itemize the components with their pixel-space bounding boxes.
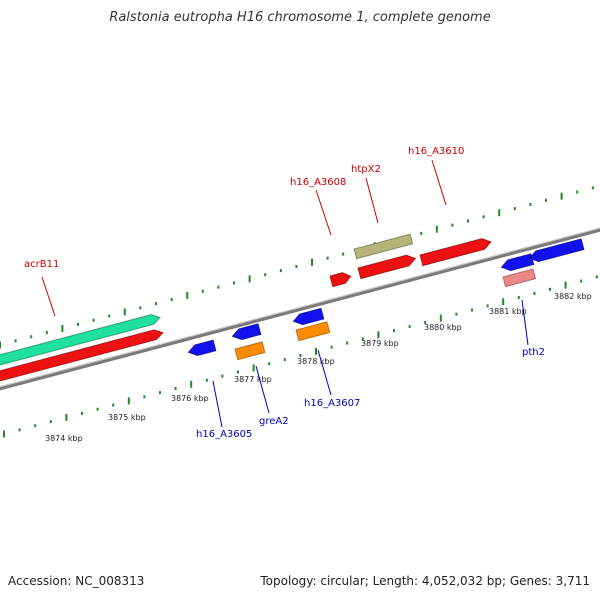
kbp-tick-labels: 3874 kbp 3875 kbp 3876 kbp 3877 kbp 3878 kbp… — [45, 292, 592, 443]
kbp-tick-label: 3882 kbp — [554, 292, 592, 301]
gene-label-acrB11: acrB11 — [24, 259, 59, 270]
feature-arrow-edge — [353, 233, 414, 260]
feature-h16_A3605 — [187, 339, 217, 357]
feature-acrB11 — [0, 314, 162, 371]
callout-line — [212, 380, 223, 428]
feature-arrow-edge — [500, 253, 535, 272]
feature-arrow-edge — [419, 237, 493, 267]
feature-arrow — [329, 272, 352, 287]
feature-arrow — [292, 308, 325, 325]
upper-tick-track — [0, 186, 594, 349]
callout-line — [317, 349, 332, 396]
gene-label-pth2: pth2 — [522, 347, 545, 358]
kbp-tick-label: 3878 kbp — [297, 357, 335, 366]
feature-track — [0, 233, 585, 387]
feature-arrow-edge — [329, 272, 352, 288]
feature-arrow — [419, 238, 492, 266]
kbp-tick-label: 3880 kbp — [424, 323, 462, 332]
feature-arrow-edge — [231, 323, 262, 341]
feature-arrow-edge — [187, 339, 217, 357]
feature-h16_A3610 — [419, 237, 493, 267]
feature-pth2-next — [528, 238, 585, 263]
gene-label-h16_A3608: h16_A3608 — [290, 177, 346, 188]
callout-line — [41, 276, 56, 317]
lower-tick-track — [3, 275, 598, 438]
feature-arrow-edge — [0, 314, 162, 371]
feature-arrow-edge — [502, 268, 537, 288]
callout-line — [255, 365, 270, 414]
feature-arrow — [295, 321, 331, 341]
kbp-tick-label: 3875 kbp — [108, 413, 146, 422]
feature-arrow — [0, 329, 164, 386]
callout-line — [431, 159, 447, 206]
feature-htpX2 — [353, 233, 414, 260]
feature-arrow — [353, 233, 413, 259]
gene-label-h16_A3610: h16_A3610 — [408, 146, 464, 157]
feature-arrow — [500, 253, 535, 271]
map-title: Ralstonia eutropha H16 chromosome 1, com… — [109, 10, 491, 25]
feature-greA2 — [231, 323, 262, 341]
feature-arrow — [357, 254, 416, 279]
gene-label-greA2: greA2 — [259, 416, 289, 427]
kbp-tick-label: 3876 kbp — [171, 394, 209, 403]
chromosome-backbone — [0, 227, 600, 391]
feature-arrow-edge — [0, 329, 165, 387]
gene-label-h16_A3607: h16_A3607 — [304, 398, 360, 409]
callout-line — [315, 189, 332, 236]
feature-arrow — [234, 341, 266, 360]
feature-pth2-cds — [500, 253, 535, 272]
feature-arrow — [231, 323, 262, 340]
feature-htpX2-cds — [357, 254, 417, 280]
feature-greA2-rna — [234, 341, 266, 361]
feature-h16_A3607 — [292, 307, 325, 326]
feature-h16_A3607-rna — [295, 321, 331, 342]
label-callouts — [41, 159, 529, 428]
accession-text: Accession: NC_008313 — [8, 574, 145, 588]
feature-pth2 — [502, 268, 537, 288]
feature-arrow — [528, 238, 585, 262]
kbp-tick-label: 3877 kbp — [234, 375, 272, 384]
callout-line — [365, 177, 379, 224]
feature-arrow-edge — [234, 341, 266, 361]
feature-h16_A3608 — [329, 272, 352, 288]
feature-arrow — [502, 268, 536, 287]
feature-arrow-edge — [292, 307, 325, 326]
gene-labels: acrB11 h16_A3608 htpX2 h16_A3610 h16_A3605 gr… — [24, 146, 545, 440]
kbp-tick-label: 3881 kbp — [489, 307, 527, 316]
feature-arrow — [187, 339, 217, 356]
feature-acrB11-cds — [0, 329, 165, 387]
gene-label-htpX2: htpX2 — [351, 164, 381, 175]
kbp-tick-label: 3874 kbp — [45, 434, 83, 443]
feature-arrow-edge — [357, 254, 417, 280]
gene-label-h16_A3605: h16_A3605 — [196, 429, 252, 440]
backbone-line — [0, 227, 600, 391]
feature-arrow-edge — [528, 238, 585, 263]
backbone-highlight — [0, 227, 600, 388]
feature-arrow-edge — [295, 321, 331, 342]
genome-summary-text: Topology: circular; Length: 4,052,032 bp… — [260, 574, 590, 588]
callout-line — [521, 299, 529, 346]
feature-arrow — [0, 314, 161, 370]
kbp-tick-label: 3879 kbp — [361, 339, 399, 348]
